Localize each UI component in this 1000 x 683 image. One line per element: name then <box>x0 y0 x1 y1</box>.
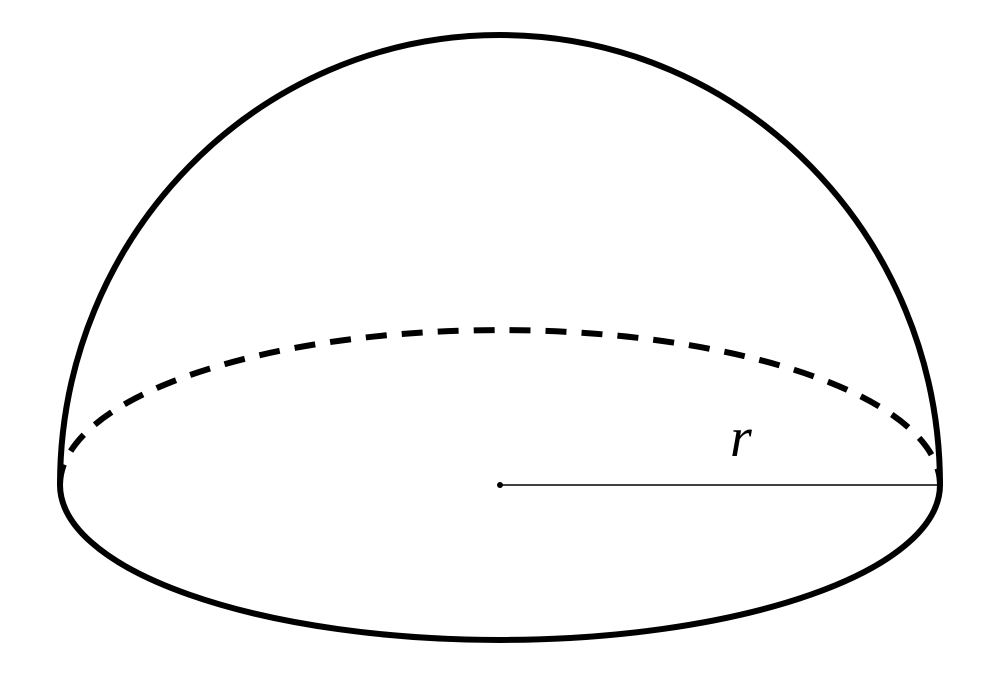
base-ellipse-front <box>60 485 940 640</box>
radius-label-text: r <box>730 407 752 469</box>
radius-label: r <box>730 406 752 470</box>
hemisphere-svg <box>0 0 1000 678</box>
base-ellipse-back <box>60 330 940 485</box>
dome-arc <box>60 35 940 485</box>
hemisphere-diagram <box>0 0 1000 678</box>
